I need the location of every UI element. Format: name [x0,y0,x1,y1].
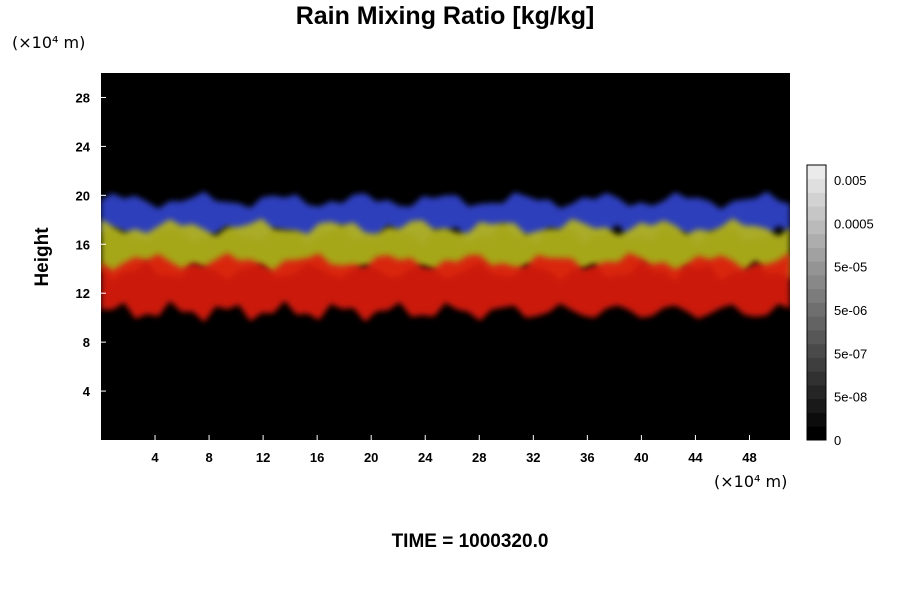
colorbar-label: 0.0005 [834,216,874,231]
colorbar-swatch [807,371,826,386]
colorbar-frame [806,164,827,441]
x-tick-label: 24 [418,450,433,465]
colorbar-swatch [807,302,826,317]
colorbar-label: 5e-05 [834,260,867,275]
colorbar-swatch [807,206,826,221]
colorbar-swatch [807,316,826,331]
x-tick-label: 16 [310,450,324,465]
x-tick-label: 12 [256,450,270,465]
colorbar-swatch [807,192,826,207]
chart-title: Rain Mixing Ratio [kg/kg] [295,2,595,30]
colorbar-swatch [807,247,826,262]
x-tick-label: 4 [151,450,159,465]
layer-upper [101,191,790,245]
colorbar-swatch [807,233,826,248]
y-tick-label: 28 [76,90,90,105]
x-tick-label: 36 [580,450,594,465]
colorbar-swatch [807,275,826,290]
x-tick-label: 40 [634,450,648,465]
y-tick-label: 4 [83,384,91,399]
colorbar-swatch [807,288,826,303]
colorbar-swatch [807,412,826,427]
colorbar-label: 5e-07 [834,346,867,361]
colorbar-swatch [807,398,826,413]
x-tick-label: 20 [364,450,378,465]
y-tick-label: 8 [83,335,90,350]
x-tick-label: 8 [205,450,212,465]
x-axis-unit: (×10⁴ m) [714,472,788,491]
colorbar-label: 5e-06 [834,303,867,318]
colorbar-swatch [807,385,826,400]
x-tick-label: 48 [742,450,756,465]
colorbar-swatch [807,426,826,441]
colorbar-swatch [807,343,826,358]
y-tick-label: 12 [76,286,90,301]
y-tick-label: 20 [76,188,90,203]
y-axis-unit: (×10⁴ m) [12,33,86,52]
time-label: TIME = 1000320.0 [391,531,549,552]
colorbar-swatch [807,178,826,193]
colorbar-swatch [807,330,826,345]
colorbar-swatch [807,220,826,235]
colorbar-swatch [807,261,826,276]
x-tick-label: 28 [472,450,486,465]
colorbar-label: 0.005 [834,173,867,188]
colorbar-swatch [807,357,826,372]
colorbar-label: 5e-08 [834,390,867,405]
colorbar-label: 0 [834,433,841,448]
x-tick-label: 44 [688,450,703,465]
colorbar-swatch [807,165,826,180]
y-tick-label: 24 [76,139,91,154]
x-tick-label: 32 [526,450,540,465]
y-tick-label: 16 [76,237,90,252]
layer-lower [101,252,790,322]
